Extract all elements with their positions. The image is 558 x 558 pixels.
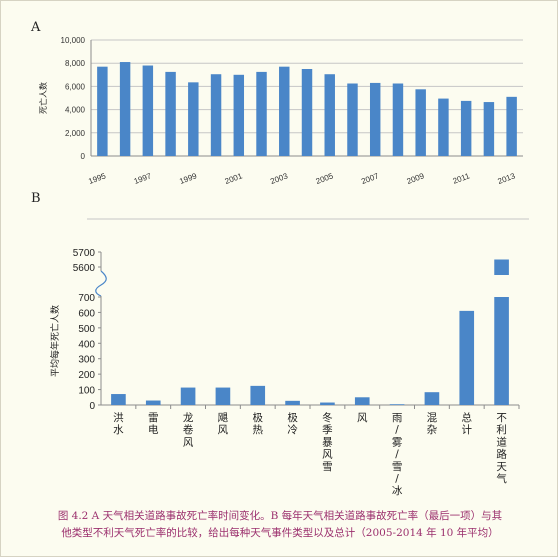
chart-a-bar (119, 62, 131, 156)
chart-a-y-tick-label: 10,000 (61, 36, 86, 45)
chart-b-category-label: 风 (357, 412, 368, 424)
chart-b-category-label: 雷电 (148, 412, 159, 436)
chart-a-bar (369, 82, 381, 156)
chart-b-category-label: 冬季暴风雪 (322, 411, 333, 473)
chart-a-bar (256, 71, 267, 156)
chart-b-bar (111, 394, 126, 405)
panel-b-label: B (31, 191, 41, 206)
chart-b-bar (354, 397, 370, 405)
chart-b-category-label: 雨/雾/雪/冰 (392, 412, 403, 497)
chart-b-bar (494, 297, 509, 405)
chart-b-bar-upper-segment (494, 259, 509, 275)
chart-b-axis-break-icon (95, 270, 107, 297)
chart-b-bar (459, 310, 475, 405)
chart-b-y-tick-label: 100 (78, 386, 95, 397)
chart-a-y-tick-label: 8,000 (65, 59, 86, 68)
chart-b-y-tick-label: 400 (78, 339, 95, 350)
chart-a-bar (142, 65, 154, 156)
chart-a-x-tick-label: 2011 (452, 171, 472, 186)
caption-line-2: 他类型不利天气死亡率的比较，给出每种天气事件类型以及总计（2005-2014 年… (61, 527, 499, 539)
chart-b-bar (145, 400, 161, 405)
chart-a-bar (415, 89, 426, 156)
chart-b-category-label: 洪水 (113, 412, 124, 436)
chart-a-y-tick-label: 2,000 (65, 129, 86, 138)
chart-a-x-tick-label: 2013 (497, 171, 517, 186)
panel-a-label: A (31, 20, 41, 35)
chart-a-bar (347, 83, 358, 156)
chart-b-category-label: 龙卷风 (183, 411, 194, 448)
chart-b-category-label: 极冷 (287, 411, 298, 436)
figure-caption: 图 4.2 A 天气相关道路事故死亡率时间变化。B 每年天气相关道路事故死亡率（… (15, 508, 545, 542)
chart-a-x-tick-label: 2005 (315, 171, 335, 186)
chart-a-bar (483, 102, 495, 156)
chart-a-bar (188, 82, 199, 156)
chart-a-x-tick-label: 2003 (269, 171, 289, 186)
chart-a-x-tick-label: 1995 (87, 171, 107, 186)
chart-b-y-tick-label: 5600 (73, 263, 96, 274)
chart-b-y-tick-label: 200 (78, 370, 95, 381)
chart-a-x-tick-label: 1997 (133, 171, 153, 186)
chart-b-y-tick-label: 600 (78, 308, 95, 319)
chart-a-x-tick-label: 2007 (360, 171, 380, 186)
chart-b-category-label: 总计 (462, 411, 473, 436)
chart-a-bar (324, 74, 335, 156)
chart-a-x-tick-label: 1999 (178, 171, 198, 186)
chart-b-y-tick-label: 500 (78, 324, 95, 335)
chart-a-y-tick-label: 0 (81, 152, 86, 161)
chart-a-bar (210, 74, 222, 156)
chart-a-y-tick-label: 4,000 (65, 106, 86, 115)
chart-a-y-axis-label: 死亡人数 (38, 82, 48, 114)
chart-a-bar (279, 66, 290, 156)
chart-b-bar (250, 385, 266, 405)
chart-a-bar (97, 66, 108, 156)
chart-a-y-tick-label: 6,000 (65, 82, 86, 91)
chart-b-bar (424, 392, 440, 405)
chart-b-category-label: 混杂 (427, 412, 438, 436)
chart-b-bar (215, 387, 231, 405)
chart-a-bar (438, 98, 449, 156)
chart-a-bar (506, 96, 517, 156)
chart-a-x-tick-label: 2001 (224, 171, 244, 186)
chart-b-category-label: 极热 (253, 411, 264, 436)
chart-b-category-label: 飓风 (218, 412, 229, 436)
chart-a-bar (165, 71, 176, 156)
chart-a-bar (392, 83, 404, 156)
chart-b-y-tick-label: 0 (89, 401, 95, 412)
caption-line-1: 图 4.2 A 天气相关道路事故死亡率时间变化。B 每年天气相关道路事故死亡率（… (57, 510, 503, 522)
chart-b-bar (320, 402, 335, 405)
chart-a-x-tick-label: 2009 (406, 171, 426, 186)
chart-b-y-tick-label: 700 (78, 293, 95, 304)
chart-a-bar (301, 69, 313, 156)
chart-b-category-label: 不利道路天气 (496, 412, 507, 485)
chart-b-y-tick-label: 5700 (73, 248, 96, 259)
chart-a-bar (460, 100, 472, 156)
chart-b-bar (389, 404, 405, 405)
chart-b-y-axis-label: 平均每年死亡人数 (49, 305, 61, 377)
chart-b-bar (285, 400, 300, 405)
chart-a-bar (233, 74, 245, 156)
chart-b-y-tick-label: 300 (78, 355, 95, 366)
chart-b-bar (180, 387, 196, 405)
